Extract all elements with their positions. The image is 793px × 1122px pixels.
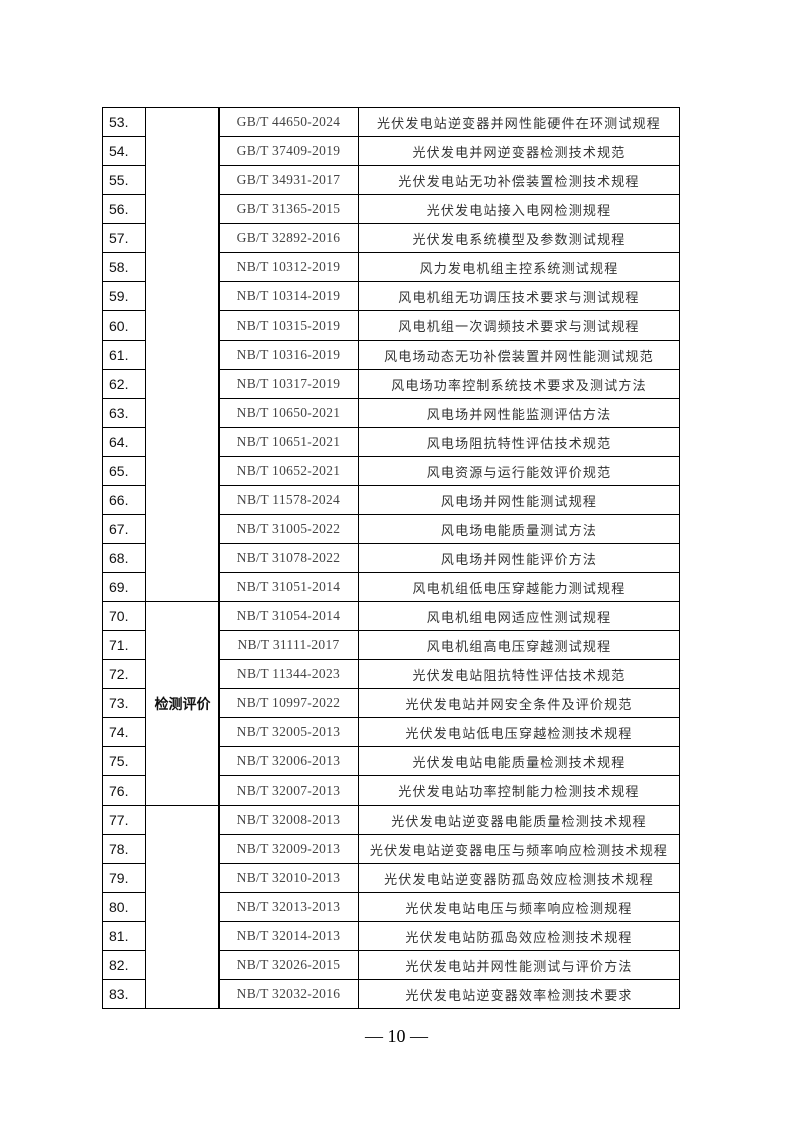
standard-title: 风电场并网性能监测评估方法 <box>358 398 680 428</box>
row-number: 54. <box>102 136 146 166</box>
row-number: 82. <box>102 950 146 980</box>
standard-code: NB/T 32007-2013 <box>218 775 359 806</box>
row-number: 70. <box>102 601 146 631</box>
row-number: 83. <box>102 979 146 1009</box>
row-number: 57. <box>102 223 146 253</box>
standard-title: 光伏发电站逆变器电能质量检测技术规程 <box>358 805 680 835</box>
category-cell <box>145 107 220 602</box>
standard-title: 光伏发电站逆变器并网性能硬件在环测试规程 <box>358 107 680 137</box>
standard-title: 风电机组高电压穿越测试规程 <box>358 630 680 660</box>
standard-code: GB/T 44650-2024 <box>218 107 359 137</box>
standard-code: GB/T 34931-2017 <box>218 165 359 195</box>
standard-title: 光伏发电系统模型及参数测试规程 <box>358 223 680 253</box>
standard-code: GB/T 37409-2019 <box>218 136 359 166</box>
standards-table: 53. GB/T 44650-2024 光伏发电站逆变器并网性能硬件在环测试规程 54… <box>102 107 680 1009</box>
category-cell <box>145 805 220 1009</box>
standard-code: NB/T 32005-2013 <box>218 717 359 747</box>
standard-code: NB/T 10652-2021 <box>218 456 359 486</box>
standard-title: 风电场并网性能测试规程 <box>358 485 680 515</box>
row-number: 55. <box>102 165 146 195</box>
row-number: 68. <box>102 543 146 573</box>
standard-code: NB/T 32010-2013 <box>218 863 359 893</box>
standard-code: NB/T 32006-2013 <box>218 746 359 776</box>
standard-title: 风力发电机组主控系统测试规程 <box>358 252 680 282</box>
standard-code: NB/T 11578-2024 <box>218 485 359 515</box>
standard-code: NB/T 32009-2013 <box>218 834 359 864</box>
standard-code: NB/T 32013-2013 <box>218 892 359 922</box>
standard-title: 光伏发电站阻抗特性评估技术规范 <box>358 659 680 689</box>
row-number: 64. <box>102 427 146 457</box>
standard-code: NB/T 31005-2022 <box>218 514 359 544</box>
standard-title: 光伏发电站电压与频率响应检测规程 <box>358 892 680 922</box>
standard-code: NB/T 32008-2013 <box>218 805 359 835</box>
row-number: 65. <box>102 456 146 486</box>
row-number: 72. <box>102 659 146 689</box>
standard-title: 光伏发电站防孤岛效应检测技术规程 <box>358 921 680 951</box>
row-number: 77. <box>102 805 146 835</box>
category-cell: 检测评价 <box>145 601 220 806</box>
standard-title: 风电机组一次调频技术要求与测试规程 <box>358 310 680 341</box>
standard-title: 风电机组低电压穿越能力测试规程 <box>358 572 680 602</box>
standard-title: 风电机组无功调压技术要求与测试规程 <box>358 281 680 311</box>
row-number: 67. <box>102 514 146 544</box>
standard-title: 风电场电能质量测试方法 <box>358 514 680 544</box>
row-number: 81. <box>102 921 146 951</box>
standard-code: NB/T 10317-2019 <box>218 369 359 399</box>
standard-code: NB/T 10315-2019 <box>218 310 359 341</box>
row-number: 69. <box>102 572 146 602</box>
row-number: 73. <box>102 688 146 718</box>
standard-code: NB/T 10312-2019 <box>218 252 359 282</box>
standard-code: GB/T 32892-2016 <box>218 223 359 253</box>
standard-code: NB/T 10316-2019 <box>218 340 359 370</box>
standard-title: 光伏发电站逆变器防孤岛效应检测技术规程 <box>358 863 680 893</box>
standard-code: NB/T 11344-2023 <box>218 659 359 689</box>
standard-title: 光伏发电站功率控制能力检测技术规程 <box>358 775 680 806</box>
row-number: 59. <box>102 281 146 311</box>
standard-code: NB/T 10997-2022 <box>218 688 359 718</box>
row-number: 66. <box>102 485 146 515</box>
row-number: 75. <box>102 746 146 776</box>
standard-code: NB/T 32026-2015 <box>218 950 359 980</box>
standard-code: NB/T 31078-2022 <box>218 543 359 573</box>
row-number: 71. <box>102 630 146 660</box>
row-number: 62. <box>102 369 146 399</box>
row-number: 63. <box>102 398 146 428</box>
standard-code: NB/T 10650-2021 <box>218 398 359 428</box>
row-number: 79. <box>102 863 146 893</box>
row-number: 76. <box>102 775 146 806</box>
row-number: 80. <box>102 892 146 922</box>
standard-title: 风电资源与运行能效评价规范 <box>358 456 680 486</box>
standard-code: NB/T 10651-2021 <box>218 427 359 457</box>
standard-title: 光伏发电站并网安全条件及评价规范 <box>358 688 680 718</box>
standard-title: 风电场功率控制系统技术要求及测试方法 <box>358 369 680 399</box>
standard-title: 风电场动态无功补偿装置并网性能测试规范 <box>358 340 680 370</box>
standard-title: 光伏发电站逆变器电压与频率响应检测技术规程 <box>358 834 680 864</box>
standard-title: 光伏发电站接入电网检测规程 <box>358 194 680 224</box>
row-number: 58. <box>102 252 146 282</box>
standard-code: NB/T 32014-2013 <box>218 921 359 951</box>
standard-title: 光伏发电站无功补偿装置检测技术规程 <box>358 165 680 195</box>
standard-title: 光伏发电站低电压穿越检测技术规程 <box>358 717 680 747</box>
standard-code: NB/T 10314-2019 <box>218 281 359 311</box>
page-number: — 10 — <box>365 1026 428 1046</box>
standard-title: 光伏发电并网逆变器检测技术规范 <box>358 136 680 166</box>
standard-title: 光伏发电站逆变器效率检测技术要求 <box>358 979 680 1009</box>
row-number: 61. <box>102 340 146 370</box>
row-number: 60. <box>102 310 146 341</box>
row-number: 78. <box>102 834 146 864</box>
standard-title: 风电场阻抗特性评估技术规范 <box>358 427 680 457</box>
row-number: 56. <box>102 194 146 224</box>
standard-code: NB/T 31051-2014 <box>218 572 359 602</box>
standard-code: NB/T 31054-2014 <box>218 601 359 631</box>
standard-code: GB/T 31365-2015 <box>218 194 359 224</box>
standard-title: 风电场并网性能评价方法 <box>358 543 680 573</box>
standard-title: 风电机组电网适应性测试规程 <box>358 601 680 631</box>
standard-code: NB/T 32032-2016 <box>218 979 359 1009</box>
standard-code: NB/T 31111-2017 <box>218 630 359 660</box>
row-number: 74. <box>102 717 146 747</box>
standard-title: 光伏发电站并网性能测试与评价方法 <box>358 950 680 980</box>
standard-title: 光伏发电站电能质量检测技术规程 <box>358 746 680 776</box>
row-number: 53. <box>102 107 146 137</box>
